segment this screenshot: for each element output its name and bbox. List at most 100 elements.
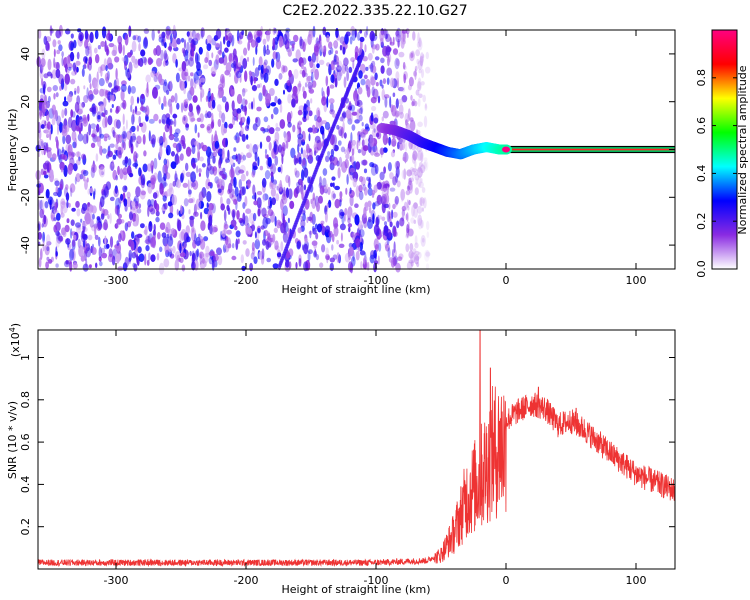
noise-blob — [355, 250, 360, 261]
noise-blob — [189, 250, 192, 257]
noise-blob — [251, 241, 255, 252]
noise-blob — [218, 88, 222, 99]
noise-blob — [417, 149, 424, 161]
noise-blob — [335, 50, 338, 55]
noise-blob — [78, 117, 84, 123]
noise-blob — [67, 144, 73, 156]
noise-blob — [302, 90, 307, 99]
noise-blob — [52, 110, 58, 119]
noise-blob — [256, 84, 261, 89]
noise-blob — [366, 261, 370, 271]
noise-blob — [206, 43, 212, 51]
noise-blob — [223, 127, 228, 134]
noise-blob — [420, 81, 425, 86]
noise-blob — [259, 32, 262, 41]
noise-blob — [65, 184, 69, 191]
noise-blob — [263, 128, 270, 133]
noise-blob — [314, 114, 318, 122]
noise-blob — [124, 204, 128, 212]
noise-blob — [350, 132, 353, 144]
noise-blob — [361, 122, 364, 127]
noise-blob — [335, 27, 339, 39]
noise-blob — [395, 71, 400, 81]
noise-blob — [283, 89, 285, 95]
noise-blob — [410, 261, 414, 267]
noise-blob — [155, 72, 159, 80]
noise-blob — [84, 39, 89, 49]
noise-blob — [191, 50, 195, 57]
noise-blob — [65, 55, 71, 65]
noise-blob — [131, 114, 135, 125]
y-tick-label: 0.8 — [19, 391, 32, 409]
noise-blob — [314, 45, 319, 57]
noise-blob — [140, 223, 145, 229]
noise-blob — [251, 170, 256, 178]
noise-blob — [274, 240, 279, 250]
noise-blob — [77, 133, 84, 142]
spectrogram-x-axis-label: Height of straight line (km) — [281, 283, 430, 296]
noise-blob — [39, 64, 43, 74]
noise-blob — [87, 90, 94, 102]
noise-blob — [111, 159, 115, 167]
noise-blob — [264, 149, 268, 155]
noise-blob — [298, 254, 302, 264]
noise-blob — [333, 53, 337, 63]
noise-blob — [251, 101, 254, 110]
noise-blob — [248, 212, 255, 224]
noise-blob — [69, 183, 76, 193]
noise-blob — [135, 200, 139, 210]
noise-blob — [231, 255, 237, 261]
noise-blob — [46, 149, 52, 159]
noise-blob — [172, 142, 178, 148]
noise-blob — [224, 240, 229, 250]
noise-blob — [385, 45, 391, 56]
noise-blob — [119, 168, 124, 180]
noise-blob — [130, 240, 135, 252]
noise-blob — [116, 240, 120, 246]
noise-blob — [404, 142, 408, 152]
noise-blob — [188, 103, 193, 113]
x-tick-label: -100 — [364, 574, 389, 587]
noise-blob — [363, 168, 368, 174]
noise-blob — [263, 72, 269, 83]
noise-blob — [416, 41, 420, 48]
noise-blob — [49, 25, 53, 37]
noise-blob — [78, 244, 81, 254]
noise-blob — [45, 261, 49, 269]
noise-blob — [408, 177, 412, 186]
noise-blob — [233, 176, 237, 189]
noise-blob — [336, 239, 339, 245]
noise-blob — [207, 90, 211, 103]
noise-blob — [203, 236, 209, 242]
noise-blob — [231, 100, 235, 111]
noise-blob — [376, 181, 382, 190]
noise-blob — [333, 223, 339, 228]
noise-blob — [307, 33, 312, 46]
noise-blob — [367, 52, 373, 61]
noise-blob — [237, 112, 242, 120]
noise-blob — [344, 149, 347, 155]
noise-blob — [52, 85, 58, 92]
noise-blob — [367, 216, 372, 223]
noise-blob — [197, 132, 200, 138]
noise-blob — [382, 110, 389, 119]
noise-blob — [100, 213, 105, 220]
noise-blob — [151, 29, 155, 41]
noise-blob — [298, 156, 302, 165]
noise-blob — [150, 160, 155, 171]
noise-blob — [236, 29, 240, 42]
noise-blob — [342, 46, 346, 55]
noise-blob — [274, 131, 280, 143]
noise-blob — [332, 182, 335, 188]
noise-blob — [82, 133, 89, 145]
noise-blob — [413, 207, 418, 219]
noise-blob — [347, 209, 352, 221]
noise-blob — [67, 93, 73, 103]
noise-blob — [359, 250, 366, 256]
noise-blob — [61, 56, 64, 67]
noise-blob — [417, 39, 423, 51]
noise-blob — [423, 160, 429, 171]
noise-blob — [147, 182, 153, 194]
noise-blob — [224, 235, 229, 246]
